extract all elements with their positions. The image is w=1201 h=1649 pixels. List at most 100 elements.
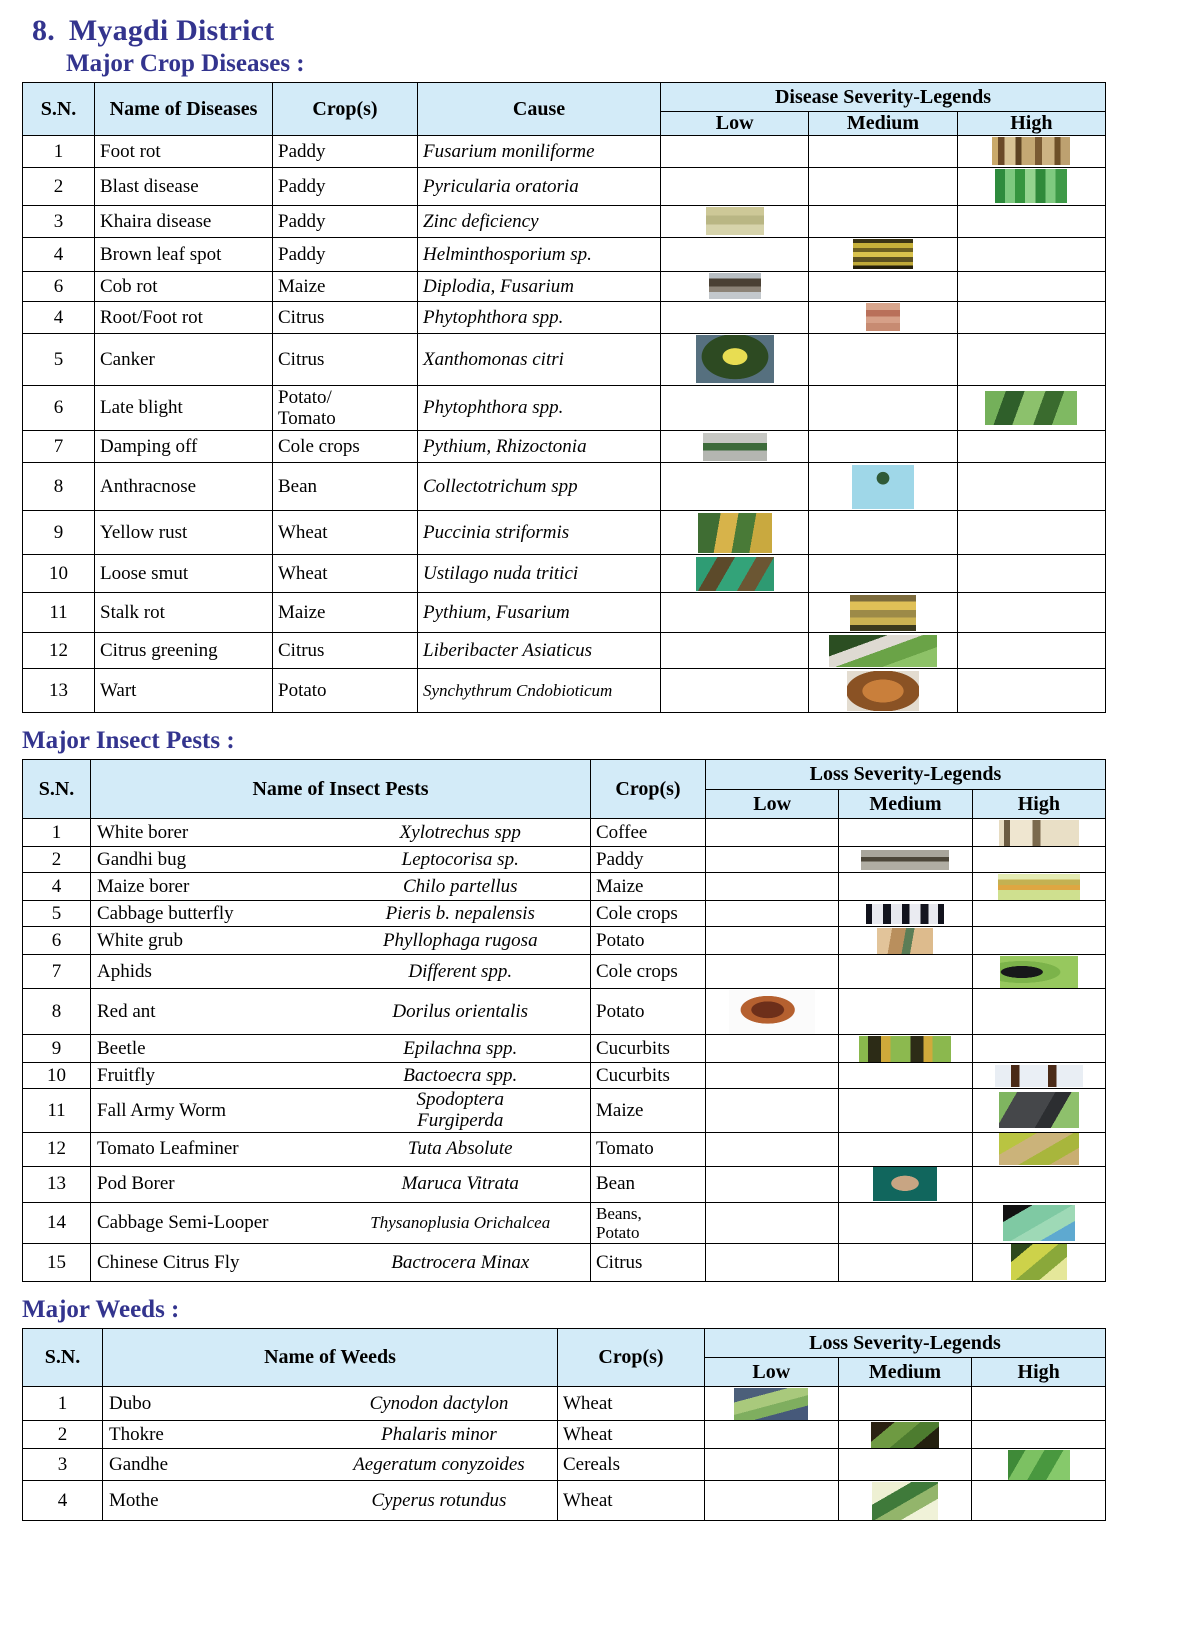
table-row: 4 Root/Foot rot Citrus Phytophthora spp. bbox=[22, 300, 1107, 334]
table-row: 2 Gandhi bug Leptocorisa sp. Paddy bbox=[22, 846, 1107, 874]
severity-cell-medium bbox=[838, 1062, 973, 1090]
col-header-medium: Medium bbox=[837, 1357, 973, 1388]
cabbage-butterfly-medium-thumb bbox=[866, 904, 945, 925]
cell-crop: Potato bbox=[590, 988, 706, 1036]
foot-rot-high-thumb bbox=[992, 137, 1071, 166]
insect-common-name: Gandhi bug bbox=[97, 848, 187, 870]
insect-common-name: Fall Army Worm bbox=[97, 1099, 227, 1121]
insect-scientific-name: Tuta Absolute bbox=[407, 1138, 513, 1160]
severity-cell-high bbox=[971, 846, 1107, 874]
severity-cell-medium bbox=[808, 430, 958, 464]
severity-cell-low bbox=[659, 204, 810, 238]
severity-cell-medium bbox=[837, 1480, 973, 1522]
cell-crop: Paddy bbox=[272, 204, 418, 238]
insect-scientific-name: Leptocorisa sp. bbox=[401, 848, 519, 870]
cell-sn: 13 bbox=[22, 668, 95, 714]
table-row: 8 Red ant Dorilus orientalis Potato bbox=[22, 988, 1107, 1036]
insect-common-name: Fruitfly bbox=[97, 1064, 156, 1086]
tomato-leafminer-high-thumb bbox=[998, 1133, 1079, 1166]
document-page: 8. Myagdi District Major Crop Diseases : … bbox=[22, 14, 1107, 1522]
severity-cell-medium bbox=[838, 818, 973, 848]
insect-scientific-name: Spodoptera Furgiperda bbox=[416, 1089, 505, 1132]
severity-cell-high bbox=[971, 1034, 1107, 1064]
damping-off-low-thumb bbox=[702, 432, 767, 461]
severity-cell-low bbox=[659, 462, 810, 512]
table-row: 10 Loose smut Wheat Ustilago nuda tritici bbox=[22, 554, 1107, 594]
severity-cell-high bbox=[956, 300, 1107, 334]
cell-sn: 3 bbox=[22, 204, 95, 238]
severity-cell-high bbox=[956, 554, 1107, 594]
severity-cell-low bbox=[704, 926, 840, 956]
cell-crop: Citrus bbox=[272, 332, 418, 386]
insect-common-name: Pod Borer bbox=[97, 1173, 175, 1195]
cell-disease-name: Damping off bbox=[94, 430, 273, 464]
cell-sn: 5 bbox=[22, 900, 91, 928]
stalk-rot-medium-thumb bbox=[849, 594, 916, 631]
cell-weed-name: Mothe Cyperus rotundus bbox=[102, 1480, 558, 1522]
severity-cell-medium bbox=[838, 1088, 973, 1133]
section-heading-weeds: Major Weeds : bbox=[22, 1295, 180, 1323]
cell-cause: Xanthomonas citri bbox=[417, 332, 661, 386]
cell-insect-name: Chinese Citrus Fly Bactrocera Minax bbox=[90, 1242, 591, 1282]
cell-disease-name: Anthracnose bbox=[94, 462, 273, 512]
table-row: 2 Blast disease Paddy Pyricularia oratoria bbox=[22, 166, 1107, 206]
col-header-medium: Medium bbox=[808, 111, 958, 136]
col-header-high: High bbox=[971, 788, 1107, 820]
cell-crop: Maize bbox=[590, 1088, 706, 1133]
cell-crop: Tomato bbox=[590, 1131, 706, 1167]
severity-cell-medium bbox=[808, 270, 958, 302]
cell-disease-name: Blast disease bbox=[94, 166, 273, 206]
insect-common-name: Beetle bbox=[97, 1037, 146, 1059]
insect-pests-tbody: 1 White borer Xylotrechus spp Coffee 2 Gandhi… bbox=[22, 818, 1107, 1282]
table-row: 4 Brown leaf spot Paddy Helminthosporium sp… bbox=[22, 236, 1107, 272]
severity-cell-low bbox=[704, 1062, 840, 1090]
severity-cell-medium bbox=[808, 384, 958, 432]
table-row: 4 Mothe Cyperus rotundus Wheat bbox=[22, 1480, 1106, 1522]
weed-scientific-name: Cyperus rotundus bbox=[371, 1490, 507, 1512]
severity-cell-low bbox=[659, 554, 810, 594]
table-row: 2 Thokre Phalaris minor Wheat bbox=[22, 1420, 1106, 1450]
severity-cell-medium bbox=[808, 300, 958, 334]
insect-common-name: Maize borer bbox=[97, 875, 190, 897]
red-ant-low-thumb bbox=[729, 989, 816, 1034]
severity-cell-high bbox=[971, 988, 1107, 1036]
wart-medium-thumb bbox=[846, 670, 919, 711]
cell-sn: 3 bbox=[22, 1448, 103, 1482]
table-row: 12 Citrus greening Citrus Liberibacter Asia… bbox=[22, 632, 1107, 670]
severity-cell-medium bbox=[838, 1242, 973, 1282]
cell-sn: 10 bbox=[22, 554, 95, 594]
severity-cell-medium bbox=[838, 900, 973, 928]
severity-cell-high bbox=[971, 1165, 1107, 1203]
severity-cell-medium bbox=[838, 954, 973, 990]
weeds-thead: S.N. Name of Weeds Crop(s) Loss Severity… bbox=[22, 1327, 1106, 1388]
cell-sn: 14 bbox=[22, 1201, 91, 1244]
cell-cause: Puccinia striformis bbox=[417, 510, 661, 556]
insect-scientific-name: Thysanoplusia Orichalcea bbox=[370, 1213, 551, 1233]
table-row: 7 Aphids Different spp. Cole crops bbox=[22, 954, 1107, 990]
khaira-low-thumb bbox=[705, 207, 764, 236]
severity-cell-high bbox=[971, 818, 1107, 848]
cell-crop: Maize bbox=[590, 872, 706, 902]
cell-sn: 11 bbox=[22, 592, 95, 634]
severity-cell-medium bbox=[838, 1034, 973, 1064]
crop-diseases-table: S.N. Name of Diseases Crop(s) Cause Dise… bbox=[22, 81, 1107, 714]
white-borer-high-thumb bbox=[998, 819, 1079, 846]
severity-cell-high bbox=[971, 1062, 1107, 1090]
severity-cell-high bbox=[971, 900, 1107, 928]
cell-insect-name: Cabbage Semi-Looper Thysanoplusia Orichal… bbox=[90, 1201, 591, 1244]
severity-cell-high bbox=[971, 1201, 1107, 1244]
cell-sn: 4 bbox=[22, 1480, 103, 1522]
cell-insect-name: Red ant Dorilus orientalis bbox=[90, 988, 591, 1036]
cell-sn: 12 bbox=[22, 1131, 91, 1167]
severity-cell-medium bbox=[838, 926, 973, 956]
insect-common-name: Chinese Citrus Fly bbox=[97, 1251, 240, 1273]
section-heading-insect-pests: Major Insect Pests : bbox=[22, 727, 235, 755]
severity-cell-low bbox=[659, 592, 810, 634]
cell-disease-name: Cob rot bbox=[94, 270, 273, 302]
page-title-text: Myagdi District bbox=[68, 14, 275, 47]
gandhi-bug-medium-thumb bbox=[861, 850, 950, 871]
root-foot-rot-medium-thumb bbox=[865, 303, 900, 332]
col-header-high: High bbox=[971, 1357, 1106, 1388]
table-row: 3 Khaira disease Paddy Zinc deficiency bbox=[22, 204, 1107, 238]
cell-crop: Paddy bbox=[272, 166, 418, 206]
